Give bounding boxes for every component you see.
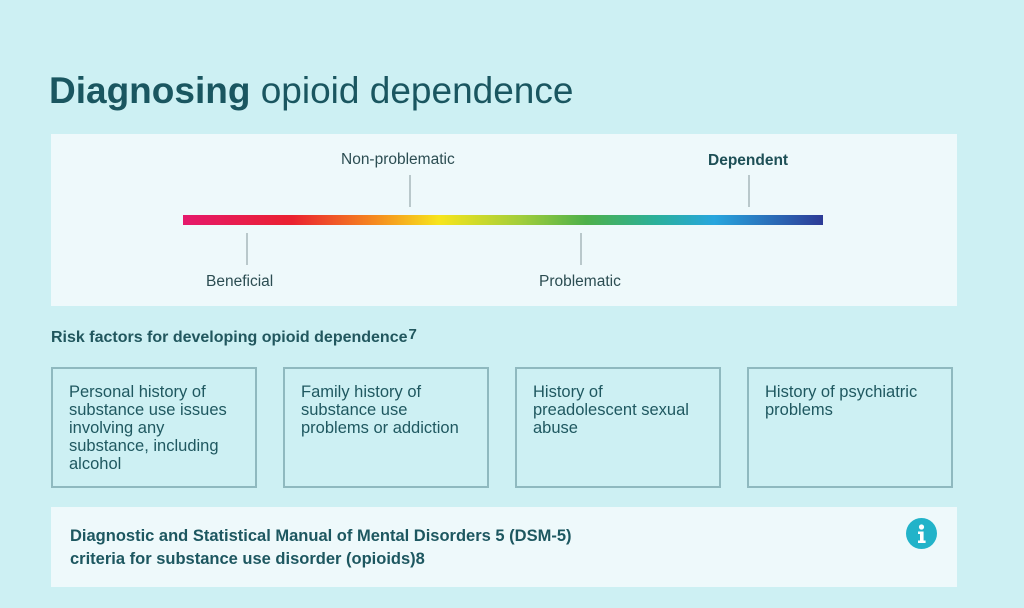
info-icon[interactable] bbox=[906, 518, 937, 549]
risk-factors-reference: 7 bbox=[408, 326, 417, 343]
risk-card-preadolescent-abuse: History of preadolescent sexual abuse bbox=[515, 367, 721, 488]
tick-problematic bbox=[580, 233, 582, 265]
tick-non-problematic bbox=[409, 175, 411, 207]
page-title: Diagnosing opioid dependence bbox=[49, 70, 573, 112]
scale-label-dependent: Dependent bbox=[708, 152, 789, 169]
risk-card-family-history: Family history of substance use problems… bbox=[283, 367, 489, 488]
dsm5-criteria-text: Diagnostic and Statistical Manual of Men… bbox=[70, 525, 572, 571]
dependence-scale-panel: Non-problematic Dependent Beneficial Pro… bbox=[51, 134, 957, 306]
tick-beneficial bbox=[246, 233, 248, 265]
scale-label-problematic: Problematic bbox=[539, 273, 621, 290]
dsm5-line-1: Diagnostic and Statistical Manual of Men… bbox=[70, 527, 572, 545]
dsm5-criteria-panel[interactable]: Diagnostic and Statistical Manual of Men… bbox=[51, 507, 957, 587]
dependence-spectrum-bar bbox=[183, 215, 823, 225]
risk-card-psychiatric-problems: History of psychiatric problems bbox=[747, 367, 953, 488]
risk-factors-heading-text: Risk factors for developing opioid depen… bbox=[51, 329, 408, 346]
risk-factors-heading: Risk factors for developing opioid depen… bbox=[51, 326, 417, 347]
page-title-bold: Diagnosing bbox=[49, 70, 251, 111]
tick-dependent bbox=[748, 175, 750, 207]
page-title-rest: opioid dependence bbox=[250, 70, 574, 111]
scale-label-beneficial: Beneficial bbox=[206, 273, 274, 290]
scale-label-non-problematic: Non-problematic bbox=[341, 151, 455, 168]
risk-card-personal-history: Personal history of substance use issues… bbox=[51, 367, 257, 488]
dsm5-line-2: criteria for substance use disorder (opi… bbox=[70, 550, 425, 568]
